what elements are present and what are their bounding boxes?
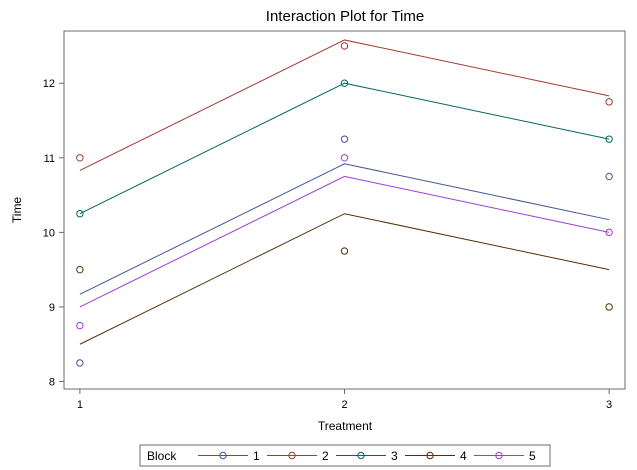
y-tick-label: 10 [43, 227, 55, 239]
y-axis: 8 9 10 11 12 [43, 78, 64, 389]
data-point-2 [76, 154, 84, 162]
plot-frame [63, 30, 626, 390]
data-point-5 [605, 228, 613, 237]
legend-label: 3 [391, 449, 398, 463]
legend-items: 1 2 3 4 5 [198, 449, 536, 463]
series-4 [76, 213, 613, 345]
data-point-2 [340, 42, 349, 50]
chart-title: Interaction Plot for Time [266, 8, 424, 25]
data-point-3 [340, 79, 349, 87]
x-tick-label: 1 [77, 399, 83, 411]
legend-item-2: 2 [267, 449, 329, 463]
legend-frame [139, 444, 551, 467]
data-point-3 [605, 135, 613, 143]
legend-label: 4 [460, 449, 467, 463]
legend-label: 5 [529, 449, 536, 463]
series-line-4 [79, 213, 610, 345]
series-line-2 [79, 39, 610, 171]
legend-title: Block [147, 449, 177, 463]
legend-marker [219, 451, 227, 460]
legend-marker [357, 451, 365, 460]
data-point-4 [76, 265, 84, 274]
series-2 [76, 39, 613, 171]
legend-marker [426, 451, 434, 460]
legend-item-5: 5 [474, 449, 536, 463]
y-axis-label: Time [10, 197, 24, 224]
x-axis: 1 2 3 [77, 389, 612, 411]
legend-marker [288, 451, 296, 460]
data-point-4 [340, 247, 349, 255]
legend-label: 2 [322, 449, 329, 463]
y-tick-label: 12 [43, 78, 55, 90]
series-line-3 [79, 82, 610, 215]
series-3 [76, 79, 613, 218]
series-line-5 [79, 175, 610, 308]
x-tick-label: 3 [606, 399, 612, 411]
legend: Block 1 2 3 4 5 [139, 444, 551, 467]
legend-item-4: 4 [405, 449, 467, 463]
y-tick-label: 8 [49, 377, 55, 389]
data-point-1 [340, 135, 349, 143]
data-point-1 [605, 172, 613, 181]
x-axis-label: Treatment [318, 419, 373, 433]
legend-item-1: 1 [198, 449, 260, 463]
data-point-2 [605, 98, 613, 106]
legend-item-3: 3 [336, 449, 398, 463]
y-tick-label: 11 [44, 153, 55, 165]
data-point-1 [76, 359, 84, 367]
series-line-1 [79, 163, 610, 295]
series-layer [76, 39, 613, 367]
y-tick-label: 9 [49, 302, 55, 314]
series-5 [76, 154, 613, 330]
x-tick-label: 2 [341, 399, 347, 411]
legend-marker [495, 451, 503, 460]
series-1 [76, 135, 613, 367]
data-point-3 [76, 210, 84, 218]
data-point-5 [76, 321, 84, 330]
data-point-4 [605, 303, 613, 311]
legend-label: 1 [253, 449, 260, 463]
data-point-5 [340, 154, 349, 162]
